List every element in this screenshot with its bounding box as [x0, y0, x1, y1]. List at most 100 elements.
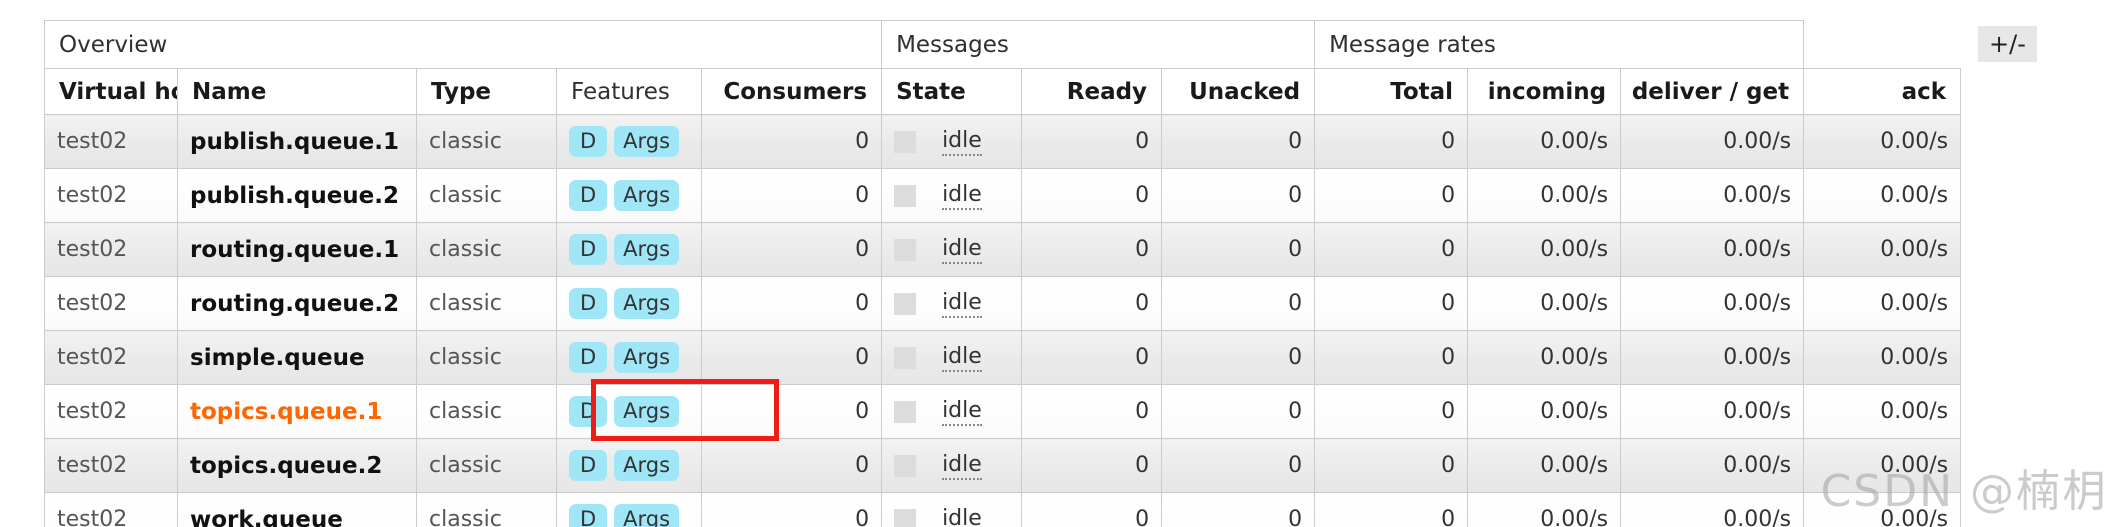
table-row: test02 simple.queue classic D Args 0 idle 0 0 0 0.… — [44, 330, 1962, 385]
feature-badge-d[interactable]: D — [569, 234, 608, 265]
cell-consumers: 0 — [700, 492, 883, 527]
cell-deliver: 0.00/s — [1620, 276, 1805, 331]
cell-ack: 0.00/s — [1803, 276, 1962, 331]
feature-badge-args[interactable]: Args — [614, 288, 680, 319]
cell-total: 0 — [1314, 384, 1469, 439]
column-header-consumers[interactable]: Consumers — [700, 68, 883, 115]
cell-consumers: 0 — [700, 276, 883, 331]
feature-badge-d[interactable]: D — [569, 126, 608, 157]
group-header-overview: Overview — [43, 20, 883, 69]
status-badge: idle — [942, 344, 982, 372]
feature-badge-d[interactable]: D — [569, 342, 608, 373]
column-header-name[interactable]: Name — [177, 68, 417, 115]
cell-unacked: 0 — [1161, 114, 1316, 169]
cell-unacked: 0 — [1161, 438, 1316, 493]
cell-queue-name[interactable]: topics.queue.2 — [177, 438, 417, 493]
cell-ready: 0 — [1021, 168, 1163, 223]
idle-swatch-icon — [894, 184, 917, 207]
cell-incoming: 0.00/s — [1467, 222, 1622, 277]
group-header-row: Overview Messages Message rates — [43, 20, 1961, 69]
cell-unacked: 0 — [1161, 168, 1316, 223]
status-badge: idle — [942, 398, 982, 426]
cell-queue-name[interactable]: publish.queue.2 — [177, 168, 417, 223]
cell-deliver: 0.00/s — [1620, 492, 1805, 527]
feature-badge-d[interactable]: D — [569, 288, 608, 319]
feature-badge-args[interactable]: Args — [614, 234, 680, 265]
cell-ack: 0.00/s — [1803, 384, 1962, 439]
feature-badge-args[interactable]: Args — [614, 180, 680, 211]
cell-incoming: 0.00/s — [1467, 492, 1622, 527]
cell-consumers: 0 — [700, 114, 883, 169]
feature-badge-args[interactable]: Args — [614, 126, 680, 157]
cell-consumers: 0 — [700, 330, 883, 385]
feature-badge-args[interactable]: Args — [614, 504, 680, 527]
cell-total: 0 — [1314, 114, 1469, 169]
status-badge: idle — [942, 452, 982, 480]
cell-virtual-host: test02 — [44, 276, 178, 331]
cell-state: idle — [881, 438, 1023, 493]
cell-state: idle — [881, 222, 1023, 277]
cell-consumers: 0 — [700, 168, 883, 223]
cell-state: idle — [881, 276, 1023, 331]
table-row: test02 routing.queue.2 classic D Args 0 idle 0 0… — [44, 276, 1962, 331]
cell-features: D Args — [556, 384, 702, 439]
column-header-features[interactable]: Features — [556, 68, 702, 115]
column-header-ack[interactable]: ack — [1803, 68, 1962, 115]
column-header-row: Virtual hostNameTypeFeaturesConsumersSta… — [44, 68, 1962, 115]
feature-badge-d[interactable]: D — [569, 396, 608, 427]
cell-unacked: 0 — [1161, 276, 1316, 331]
cell-features: D Args — [556, 276, 702, 331]
column-header-state[interactable]: State — [881, 68, 1023, 115]
cell-ready: 0 — [1021, 330, 1163, 385]
idle-swatch-icon — [894, 130, 917, 153]
columns-toggle-button[interactable]: +/- — [1978, 26, 2037, 62]
column-header-type[interactable]: Type — [416, 68, 557, 115]
cell-virtual-host: test02 — [44, 330, 178, 385]
cell-ack: 0.00/s — [1803, 492, 1962, 527]
feature-badge-args[interactable]: Args — [614, 396, 680, 427]
cell-ack: 0.00/s — [1803, 438, 1962, 493]
column-header-unacked[interactable]: Unacked — [1161, 68, 1316, 115]
feature-badge-d[interactable]: D — [569, 504, 608, 527]
feature-badge-d[interactable]: D — [569, 180, 608, 211]
cell-state: idle — [881, 384, 1023, 439]
cell-queue-name[interactable]: topics.queue.1 — [177, 384, 417, 439]
column-header-vhost[interactable]: Virtual host — [44, 68, 178, 115]
cell-incoming: 0.00/s — [1467, 438, 1622, 493]
column-header-total[interactable]: Total — [1314, 68, 1469, 115]
cell-queue-type: classic — [416, 276, 557, 331]
cell-queue-name[interactable]: simple.queue — [177, 330, 417, 385]
cell-unacked: 0 — [1161, 330, 1316, 385]
status-badge: idle — [942, 182, 982, 210]
cell-total: 0 — [1314, 222, 1469, 277]
feature-badge-args[interactable]: Args — [614, 450, 680, 481]
cell-total: 0 — [1314, 276, 1469, 331]
feature-badge-d[interactable]: D — [569, 450, 608, 481]
cell-queue-name[interactable]: routing.queue.1 — [177, 222, 417, 277]
cell-total: 0 — [1314, 438, 1469, 493]
table-row: test02 publish.queue.2 classic D Args 0 idle 0 0… — [44, 168, 1962, 223]
idle-swatch-icon — [894, 346, 917, 369]
table-row: test02 routing.queue.1 classic D Args 0 idle 0 0… — [44, 222, 1962, 277]
idle-swatch-icon — [894, 508, 917, 527]
cell-unacked: 0 — [1161, 384, 1316, 439]
feature-badge-args[interactable]: Args — [614, 342, 680, 373]
cell-queue-name[interactable]: routing.queue.2 — [177, 276, 417, 331]
cell-consumers: 0 — [700, 384, 883, 439]
cell-ack: 0.00/s — [1803, 222, 1962, 277]
column-header-ready[interactable]: Ready — [1021, 68, 1163, 115]
status-badge: idle — [942, 236, 982, 264]
column-header-incoming[interactable]: incoming — [1467, 68, 1622, 115]
cell-incoming: 0.00/s — [1467, 384, 1622, 439]
cell-state: idle — [881, 168, 1023, 223]
cell-ready: 0 — [1021, 492, 1163, 527]
cell-ready: 0 — [1021, 114, 1163, 169]
column-header-deliver[interactable]: deliver / get — [1620, 68, 1805, 115]
cell-queue-name[interactable]: work.queue — [177, 492, 417, 527]
idle-swatch-icon — [894, 238, 917, 261]
cell-deliver: 0.00/s — [1620, 114, 1805, 169]
cell-queue-name[interactable]: publish.queue.1 — [177, 114, 417, 169]
table-row: test02 topics.queue.2 classic D Args 0 idle 0 0 0… — [44, 438, 1962, 493]
cell-virtual-host: test02 — [44, 492, 178, 527]
